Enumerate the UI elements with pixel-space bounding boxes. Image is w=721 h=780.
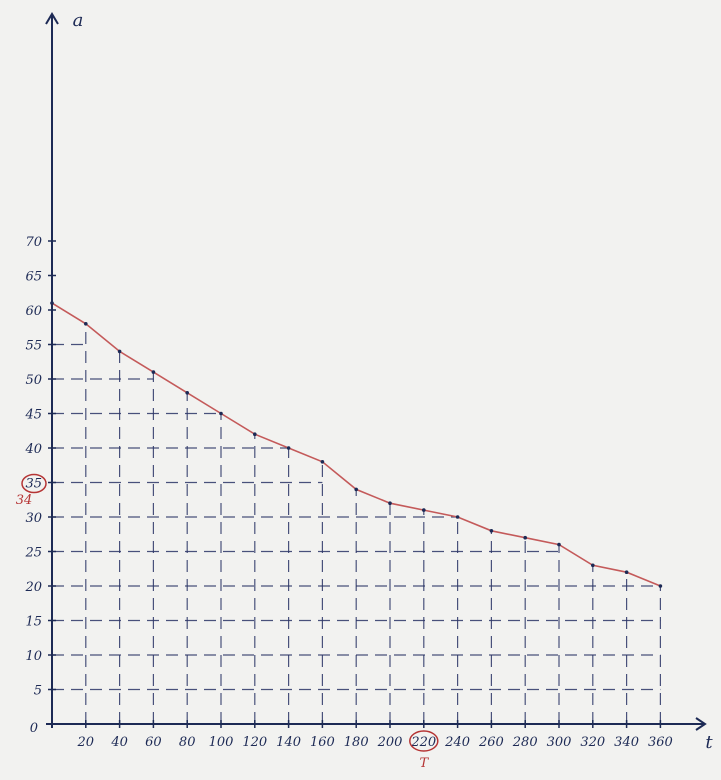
data-point [455,515,460,519]
x-axis-arrow [695,717,707,731]
data-point [286,446,291,450]
data-point [591,563,595,568]
x-tick-label: 320 [580,735,605,750]
x-marker-circle [409,730,439,752]
y-tick-label: 45 [24,408,42,423]
data-point [624,570,629,574]
data-point [523,535,527,540]
data-point [50,301,54,305]
x-tick-label: 140 [276,735,301,750]
y-tick-label: 65 [25,270,42,285]
x-tick-label: 360 [648,735,673,750]
y-tick-label: 70 [25,235,42,250]
x-tick-label: 200 [377,735,403,750]
data-point [84,322,88,326]
y-marker-label: 34 [16,493,33,508]
y-axis-label: a [73,10,84,31]
x-tick-label: 300 [547,735,572,750]
data-point [489,529,494,533]
y-tick-label: 10 [25,649,42,664]
data-point [422,508,426,512]
y-tick-label: 15 [25,615,42,630]
circled-y-tick [21,473,47,494]
x-tick-label: 180 [344,735,369,750]
data-point [354,487,359,492]
y-tick-label: 50 [25,373,42,388]
data-point [557,542,561,547]
x-tick-label: 120 [242,735,267,750]
y-axis-arrow [45,12,59,25]
x-tick-label: 280 [512,735,538,750]
data-point [117,349,122,354]
x-tick-label: 260 [478,735,504,750]
data-point [219,411,223,416]
y-tick-label: 20 [24,580,42,595]
x-axis-label: t [705,732,713,753]
x-tick-label: 100 [209,735,234,750]
data-point [185,391,189,395]
x-tick-label: 340 [614,735,639,750]
y-tick-label: 55 [25,339,42,354]
data-point [151,370,156,374]
x-tick-label: 60 [145,735,162,750]
x-tick-label: 20 [77,735,95,750]
y-tick-label: 5 [34,684,42,699]
x-tick-label: 160 [310,735,335,750]
x-tick-label: 220 [410,735,436,750]
y-tick-label: 60 [25,304,42,319]
y-tick-label: 40 [24,442,42,457]
data-point [658,584,663,588]
data-point [388,501,392,506]
x-tick-label: 240 [444,735,470,750]
data-point [253,432,257,437]
origin-label: 0 [30,721,38,736]
y-tick-label: 35 [25,477,42,492]
y-tick-label: 25 [24,546,42,561]
x-marker-label: T [419,756,429,771]
x-tick-label: 40 [110,735,128,750]
y-tick-label: 30 [25,511,42,526]
data-point [320,460,325,464]
x-tick-label: 80 [179,735,196,750]
